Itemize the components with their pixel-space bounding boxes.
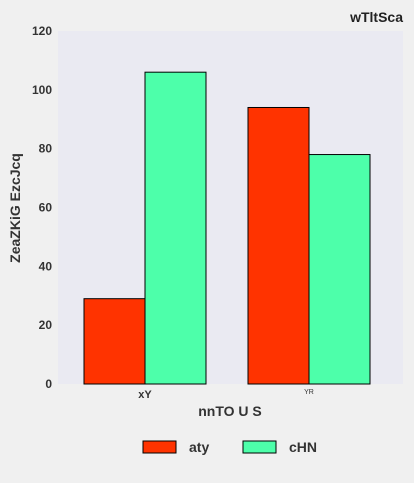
legend-label-cHN: cHN [289,439,317,455]
x-axis-ticks: xY YR [138,389,314,401]
legend-swatch-aty [142,440,177,454]
chart-title: wTltSca [349,9,403,25]
y-tick-label: 0 [45,377,52,391]
y-tick-label: 100 [32,83,52,97]
y-axis-title: ZeaZKiG EzcJcq [7,153,23,263]
bar-aty-xY [83,298,146,385]
legend-swatch-cHN [242,440,277,454]
bars-group [83,71,371,385]
y-axis-ticks: 0 20 40 60 80 100 120 [32,24,52,391]
bar-aty-YR [247,106,310,385]
y-tick-label: 60 [39,201,53,215]
bar-cHN-xY [144,71,207,385]
legend: aty cHN [142,439,317,455]
legend-label-aty: aty [189,439,209,455]
y-tick-label: 120 [32,24,52,38]
y-tick-label: 80 [39,142,53,156]
x-axis-title: nnTO U S [198,403,262,419]
x-tick-label: YR [304,389,314,396]
y-tick-label: 20 [39,318,53,332]
y-tick-label: 40 [39,259,53,273]
bar-cHN-YR [308,154,371,385]
x-tick-label: xY [138,389,152,401]
